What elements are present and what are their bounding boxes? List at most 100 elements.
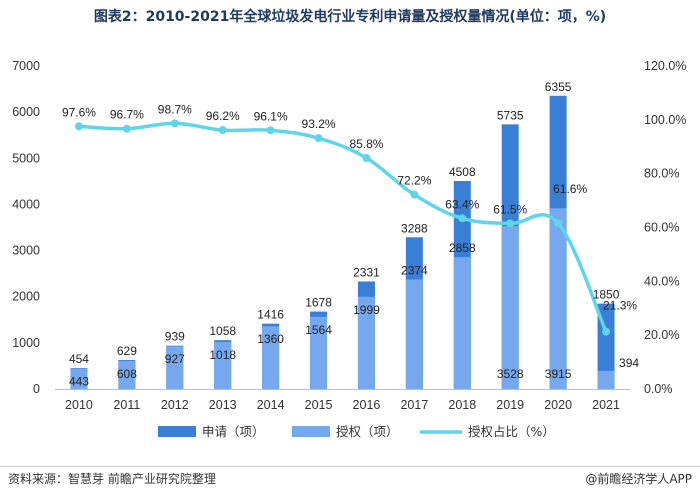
axes-layer: 0 1000 2000 3000 4000 5000 6000 7000 0.0% 20.0% 40…: [12, 59, 686, 412]
apply-value-label: 1058: [209, 324, 236, 338]
ratio-point-2014: [266, 126, 275, 135]
ratio-point-2017: [410, 190, 419, 199]
ratio-point-2021: [602, 327, 611, 336]
grant-value-label: 1564: [305, 323, 332, 337]
x-tick-label: 2012: [161, 398, 189, 412]
labels-layer: 454 443 629 608 939 927 1058 1018 1416 1360 1678 15…: [62, 80, 639, 389]
grant-value-label: 927: [165, 352, 185, 366]
bar-grant-2017: [405, 279, 423, 389]
ratio-point-2016: [362, 154, 371, 163]
bar-grant-2013: [214, 342, 232, 389]
apply-value-label: 5735: [497, 108, 524, 122]
x-tick-label: 2018: [448, 398, 476, 412]
y-left-tick: 6000: [12, 105, 40, 119]
y-left-tick: 2000: [12, 290, 40, 304]
bar-grant-2016: [357, 296, 375, 389]
bars-layer: [70, 95, 615, 389]
apply-value-label: 629: [117, 344, 137, 358]
bar-grant-2021: [597, 370, 615, 389]
bar-grant-2010: [70, 368, 88, 389]
y-left-tick: 5000: [12, 151, 40, 165]
x-tick-label: 2013: [209, 398, 237, 412]
ratio-point-2013: [218, 126, 227, 135]
y-right-tick: 100.0%: [644, 113, 686, 127]
grant-value-label: 2858: [449, 241, 476, 255]
bar-grant-2014: [262, 326, 280, 389]
ratio-value-label: 98.7%: [158, 102, 192, 116]
grant-value-label: 3915: [545, 367, 572, 381]
grant-value-label: 2374: [401, 263, 428, 277]
bar-grant-2012: [166, 346, 184, 389]
ratio-value-label: 96.2%: [206, 109, 240, 123]
apply-value-label: 454: [69, 352, 89, 366]
footer-divider: [0, 466, 700, 467]
legend-swatch-apply: [158, 426, 196, 437]
ratio-value-label: 61.5%: [493, 202, 527, 216]
ratio-point-2018: [458, 214, 467, 223]
chart-title: 图表2：2010-2021年全球垃圾发电行业专利申请量及授权量情况(单位：项，%…: [93, 9, 607, 25]
legend-label-grant: 授权（项）: [336, 424, 399, 439]
grant-value-label: 1360: [257, 332, 284, 346]
bar-grant-2019: [501, 226, 519, 389]
apply-value-label: 939: [165, 330, 185, 344]
grant-value-label: 1999: [353, 303, 380, 317]
legend: 申请（项） 授权（项） 授权占比（%）: [158, 424, 555, 439]
y-left-tick: 7000: [12, 59, 40, 73]
x-tick-label: 2019: [496, 398, 524, 412]
ratio-point-2012: [170, 119, 179, 128]
ratio-value-label: 63.4%: [445, 197, 479, 211]
grant-value-label: 1018: [209, 348, 236, 362]
y-right-tick: 20.0%: [644, 328, 679, 342]
x-tick-label: 2017: [400, 398, 428, 412]
apply-value-label: 1678: [305, 296, 332, 310]
grant-value-label: 443: [69, 375, 89, 389]
ratio-point-2010: [74, 122, 83, 131]
legend-label-apply: 申请（项）: [202, 424, 265, 439]
ratio-value-label: 21.3%: [603, 299, 637, 313]
legend-swatch-grant: [292, 426, 330, 437]
y-right-tick: 0.0%: [644, 382, 673, 396]
apply-value-label: 3288: [401, 221, 428, 235]
x-tick-label: 2015: [305, 398, 333, 412]
ratio-value-label: 97.6%: [62, 105, 96, 119]
y-left-tick: 3000: [12, 244, 40, 258]
grant-value-label: 608: [117, 367, 137, 381]
ratio-value-label: 93.2%: [302, 117, 336, 131]
x-tick-label: 2014: [257, 398, 285, 412]
bar-grant-2015: [310, 316, 328, 389]
ratio-point-2020: [554, 219, 563, 228]
y-left-tick: 1000: [12, 336, 40, 350]
apply-value-label: 4508: [449, 165, 476, 179]
bar-grant-2020: [549, 208, 567, 389]
x-tick-label: 2010: [65, 398, 93, 412]
grant-value-label: 394: [619, 356, 639, 370]
x-tick-label: 2020: [544, 398, 572, 412]
apply-value-label: 2331: [353, 265, 380, 279]
apply-value-label: 6355: [545, 80, 572, 94]
ratio-line: [77, 121, 608, 334]
source-note: 资料来源：智慧芽 前瞻产业研究院整理: [8, 472, 216, 486]
apply-value-label: 1850: [593, 288, 620, 302]
y-left-tick: 0: [33, 382, 40, 396]
y-right-tick: 80.0%: [644, 167, 679, 181]
y-right-tick: 40.0%: [644, 274, 679, 288]
ratio-value-label: 96.7%: [110, 108, 144, 122]
x-tick-label: 2021: [592, 398, 620, 412]
grant-value-label: 3528: [497, 367, 524, 381]
ratio-value-label: 61.6%: [553, 182, 587, 196]
ratio-value-label: 96.1%: [254, 109, 288, 123]
y-right-tick: 60.0%: [644, 221, 679, 235]
ratio-point-2015: [314, 134, 323, 143]
y-left-tick: 4000: [12, 197, 40, 211]
ratio-point-2011: [122, 124, 131, 133]
bar-grant-2011: [118, 360, 136, 389]
y-right-tick: 120.0%: [644, 59, 686, 73]
legend-label-ratio: 授权占比（%）: [468, 424, 555, 439]
x-tick-label: 2016: [353, 398, 381, 412]
x-tick-label: 2011: [113, 398, 140, 412]
bar-grant-2018: [453, 257, 471, 389]
ratio-value-label: 85.8%: [349, 137, 383, 151]
ratio-point-2019: [506, 219, 515, 228]
brand-credit: @前瞻经济学人APP: [585, 472, 692, 486]
